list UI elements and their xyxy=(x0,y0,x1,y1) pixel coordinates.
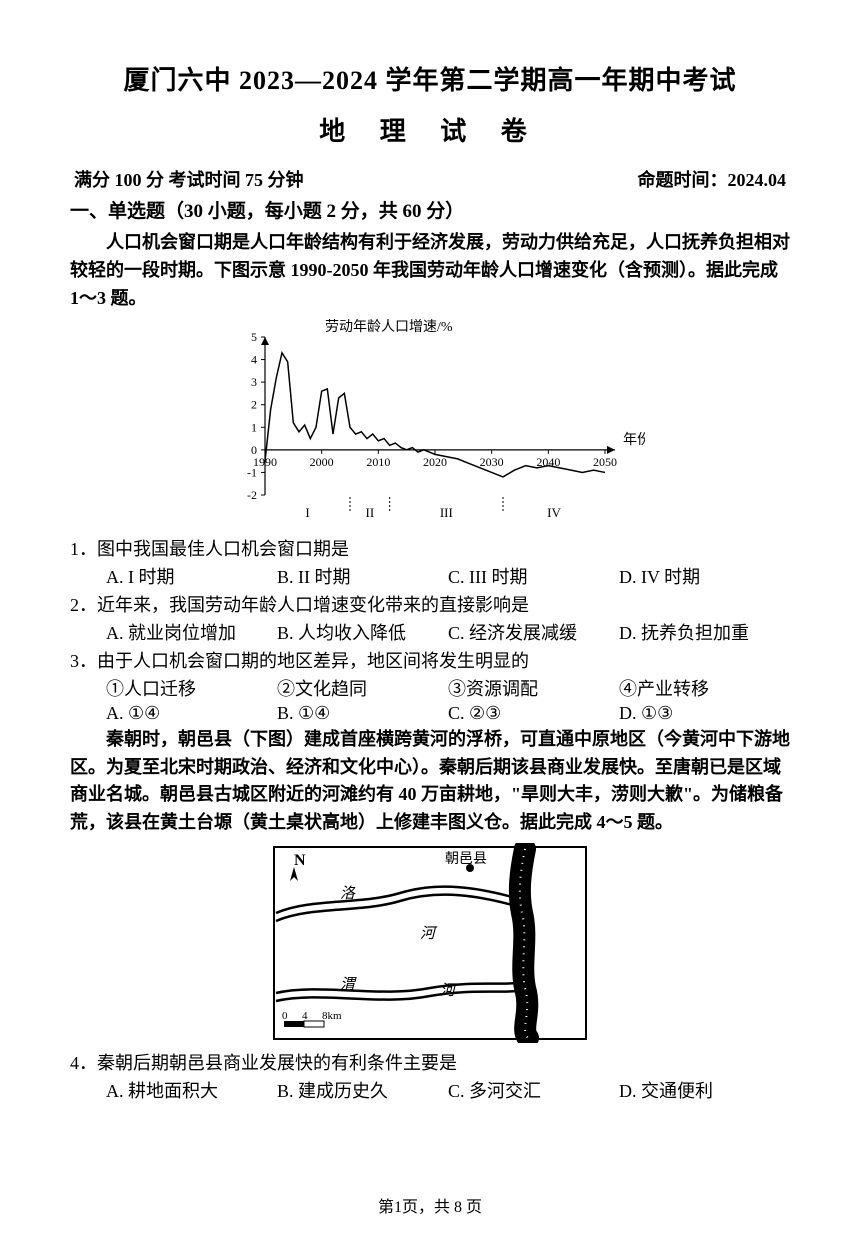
svg-text:I: I xyxy=(305,505,309,520)
svg-text:8km: 8km xyxy=(322,1010,342,1022)
q2-opt-b: B. 人均收入降低 xyxy=(277,619,448,645)
svg-text:3: 3 xyxy=(251,375,257,389)
q3-stem: 3．由于人口机会窗口期的地区差异，地区间将发生明显的 xyxy=(70,647,790,673)
svg-text:4: 4 xyxy=(251,352,257,366)
q3-opt-a: A. ①④ xyxy=(106,703,277,724)
svg-text:2020: 2020 xyxy=(423,455,447,469)
svg-text:1: 1 xyxy=(251,420,257,434)
q4-stem: 4．秦朝后期朝邑县商业发展快的有利条件主要是 xyxy=(70,1049,790,1075)
q3-choice-4: ④产业转移 xyxy=(619,675,790,701)
q4-opt-d: D. 交通便利 xyxy=(619,1077,790,1103)
map-figure: N朝邑县洛河渭河048km xyxy=(70,843,790,1043)
svg-text:5: 5 xyxy=(251,330,257,344)
svg-text:-2: -2 xyxy=(247,488,257,502)
q1-opt-b: B. II 时期 xyxy=(277,563,448,589)
svg-text:2050: 2050 xyxy=(593,455,617,469)
exam-title-line1: 厦门六中 2023—2024 学年第二学期高一年期中考试 xyxy=(70,60,790,97)
q4-opt-a: A. 耕地面积大 xyxy=(106,1077,277,1103)
q3-opt-b: B. ①④ xyxy=(277,703,448,724)
q1-opt-d: D. IV 时期 xyxy=(619,563,790,589)
q4-opt-b: B. 建成历史久 xyxy=(277,1077,448,1103)
svg-text:2: 2 xyxy=(251,397,257,411)
q3-choice-1: ①人口迁移 xyxy=(106,675,277,701)
svg-text:2000: 2000 xyxy=(310,455,334,469)
svg-text:2010: 2010 xyxy=(366,455,390,469)
svg-text:劳动年龄人口增速/%: 劳动年龄人口增速/% xyxy=(325,319,453,335)
exam-title-line2: 地 理 试 卷 xyxy=(70,111,790,148)
svg-text:4: 4 xyxy=(302,1010,308,1022)
q2-opt-c: C. 经济发展减缓 xyxy=(448,619,619,645)
svg-text:II: II xyxy=(365,505,374,520)
q2-opt-a: A. 就业岗位增加 xyxy=(106,619,277,645)
svg-text:年份: 年份 xyxy=(623,432,645,448)
svg-text:河: 河 xyxy=(420,925,438,942)
q4-opt-c: C. 多河交汇 xyxy=(448,1077,619,1103)
q3-choice-3: ③资源调配 xyxy=(448,675,619,701)
svg-text:0: 0 xyxy=(282,1010,288,1022)
svg-text:III: III xyxy=(440,505,453,520)
passage-1: 人口机会窗口期是人口年龄结构有利于经济发展，劳动力供给充足，人口抚养负担相对较轻… xyxy=(70,229,790,313)
meta-score-time: 满分 100 分 考试时间 75 分钟 xyxy=(74,166,304,192)
svg-text:N: N xyxy=(294,852,306,869)
svg-text:洛: 洛 xyxy=(340,885,356,902)
q3-choice-2: ②文化趋同 xyxy=(277,675,448,701)
svg-text:IV: IV xyxy=(547,505,561,520)
q2-opt-d: D. 抚养负担加重 xyxy=(619,619,790,645)
q2-stem: 2．近年来，我国劳动年龄人口增速变化带来的直接影响是 xyxy=(70,591,790,617)
section1-heading: 一、单选题（30 小题，每小题 2 分，共 60 分） xyxy=(70,196,790,223)
svg-text:朝邑县: 朝邑县 xyxy=(445,851,487,867)
meta-date: 命题时间：2024.04 xyxy=(638,166,787,192)
q1-stem: 1．图中我国最佳人口机会窗口期是 xyxy=(70,535,790,561)
line-chart: 劳动年龄人口增速/%-2-101234519902000201020202030… xyxy=(70,319,790,529)
q3-opt-d: D. ①③ xyxy=(619,703,790,724)
q1-opt-a: A. I 时期 xyxy=(106,563,277,589)
svg-text:2030: 2030 xyxy=(480,455,504,469)
page-footer: 第1页，共 8 页 xyxy=(70,1193,790,1217)
q3-opt-c: C. ②③ xyxy=(448,703,619,724)
q1-opt-c: C. III 时期 xyxy=(448,563,619,589)
passage-2: 秦朝时，朝邑县（下图）建成首座横跨黄河的浮桥，可直通中原地区（今黄河中下游地区。… xyxy=(70,726,790,838)
svg-text:渭: 渭 xyxy=(340,976,357,993)
